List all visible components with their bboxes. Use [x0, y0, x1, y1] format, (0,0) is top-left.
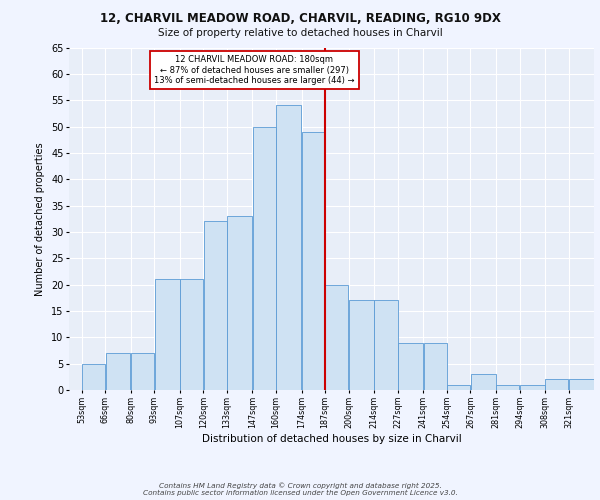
- Bar: [82, 364, 105, 390]
- Text: 12, CHARVIL MEADOW ROAD, CHARVIL, READING, RG10 9DX: 12, CHARVIL MEADOW ROAD, CHARVIL, READIN…: [100, 12, 500, 26]
- Bar: [131, 353, 154, 390]
- Bar: [106, 353, 130, 390]
- Bar: [447, 384, 470, 390]
- Bar: [520, 384, 545, 390]
- Bar: [277, 106, 301, 390]
- Bar: [349, 300, 374, 390]
- Bar: [325, 284, 349, 390]
- Text: Size of property relative to detached houses in Charvil: Size of property relative to detached ho…: [158, 28, 442, 38]
- Bar: [204, 222, 227, 390]
- Bar: [227, 216, 252, 390]
- Y-axis label: Number of detached properties: Number of detached properties: [35, 142, 46, 296]
- Text: Contains HM Land Registry data © Crown copyright and database right 2025.
Contai: Contains HM Land Registry data © Crown c…: [143, 482, 457, 496]
- Bar: [253, 126, 276, 390]
- Bar: [496, 384, 519, 390]
- Bar: [180, 280, 203, 390]
- Bar: [155, 280, 179, 390]
- Bar: [471, 374, 496, 390]
- Bar: [424, 342, 446, 390]
- Bar: [569, 380, 594, 390]
- Bar: [545, 380, 568, 390]
- Text: 12 CHARVIL MEADOW ROAD: 180sqm
← 87% of detached houses are smaller (297)
13% of: 12 CHARVIL MEADOW ROAD: 180sqm ← 87% of …: [154, 56, 355, 85]
- Bar: [398, 342, 423, 390]
- Bar: [302, 132, 325, 390]
- X-axis label: Distribution of detached houses by size in Charvil: Distribution of detached houses by size …: [202, 434, 461, 444]
- Bar: [374, 300, 398, 390]
